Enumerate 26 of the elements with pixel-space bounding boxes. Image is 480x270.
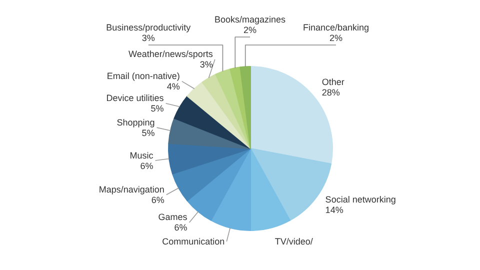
data-label: 14% [325, 205, 344, 216]
data-label: 2% [330, 32, 343, 43]
data-label: 3% [200, 60, 213, 70]
data-label: 3% [142, 32, 155, 43]
slice-label: Social networking [325, 194, 396, 205]
slice-label: Device utilities [106, 93, 164, 104]
data-label: 6% [151, 195, 164, 205]
slice-label: Email (non-native) [106, 71, 180, 82]
slice-label: Business/productivity [106, 22, 192, 32]
slice-label: Weather/news/sports [128, 49, 214, 60]
slice-label: Shopping [116, 117, 155, 128]
slice-label: Games [158, 212, 188, 222]
slice-label: Music [130, 150, 154, 160]
data-label: 5% [142, 128, 155, 138]
data-label: 4% [166, 82, 180, 92]
slice-label: Maps/navigation [98, 184, 164, 194]
data-label: 2% [244, 24, 257, 35]
slice-label: Communication [162, 236, 225, 246]
data-label: 6% [140, 160, 154, 171]
slice-label: Other [322, 77, 344, 88]
slice-label: Books/magazines [214, 14, 286, 24]
slice-label: TV/video/ [274, 236, 314, 246]
data-label: 6% [174, 222, 188, 233]
slice-label: Finance/banking [302, 22, 370, 32]
data-label: 5% [150, 104, 164, 114]
data-label: 28% [322, 88, 340, 98]
